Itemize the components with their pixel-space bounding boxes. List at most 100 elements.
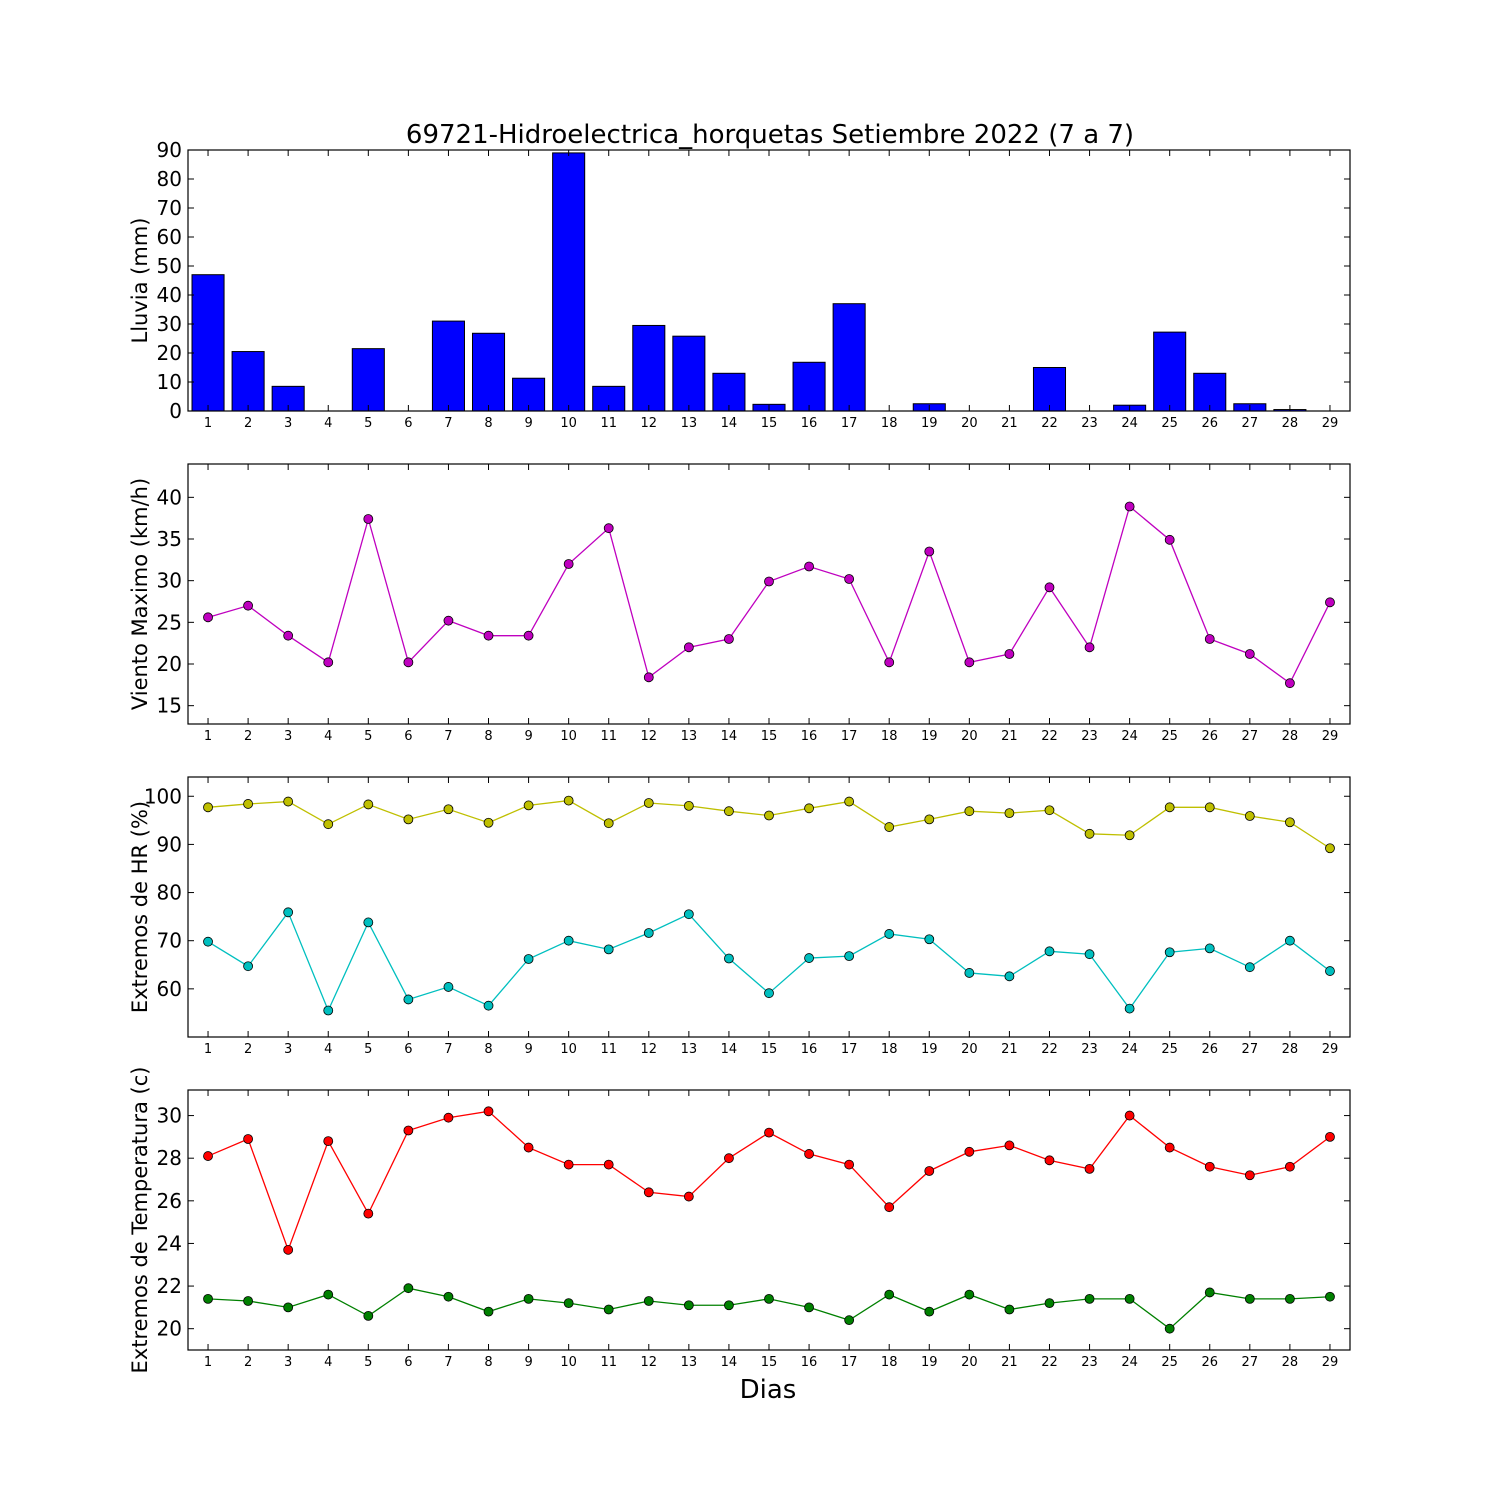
x-tick-label: 27 xyxy=(1242,1042,1259,1057)
temperatura-series-1-point xyxy=(1084,1163,1095,1174)
x-tick-label: 16 xyxy=(801,1355,818,1370)
hr-series-2-point xyxy=(1084,949,1095,960)
hr-series-1-point xyxy=(243,799,254,809)
x-tick-label: 6 xyxy=(404,416,412,431)
x-tick-label: 12 xyxy=(641,416,658,431)
temperatura-series-2-point xyxy=(1285,1293,1295,1304)
lluvia-bar xyxy=(191,274,225,412)
viento-series-1-point xyxy=(844,574,855,584)
x-tick-label: 11 xyxy=(600,1355,617,1370)
viento-series-1-point xyxy=(804,561,814,572)
hr-series-2-point xyxy=(724,953,734,964)
viento-series-1-point xyxy=(1325,597,1335,608)
hr-series-2-point xyxy=(283,907,294,918)
x-tick-label: 18 xyxy=(881,416,898,431)
x-tick-label: 25 xyxy=(1161,729,1178,744)
x-tick-label: 11 xyxy=(600,729,617,744)
y-tick-label: 100 xyxy=(144,784,182,808)
temperatura-series-2-point xyxy=(1244,1293,1255,1304)
x-tick-label: 19 xyxy=(921,1042,938,1057)
temperatura-series-1-point xyxy=(1285,1161,1295,1172)
viento-series-1-point xyxy=(1004,649,1015,659)
viento-series-1-point xyxy=(924,546,935,557)
x-tick-label: 26 xyxy=(1201,1355,1218,1370)
x-tick-label: 24 xyxy=(1121,416,1138,431)
x-tick-label: 8 xyxy=(484,1355,492,1370)
hr-series-2-point xyxy=(884,929,895,939)
viento-series-1-point xyxy=(403,657,414,668)
temperatura-series-1-point xyxy=(1325,1131,1335,1142)
hr-series-1-point xyxy=(804,803,814,814)
y-tick-label: 90 xyxy=(157,832,182,856)
viento-series-1-point xyxy=(1164,534,1175,545)
viento-series-1-point xyxy=(363,514,374,524)
temperatura-series-1-point xyxy=(1204,1161,1215,1172)
x-tick-label: 6 xyxy=(404,1042,412,1057)
x-tick-label: 15 xyxy=(761,416,778,431)
temperatura-series-1-point xyxy=(403,1125,414,1136)
x-tick-label: 21 xyxy=(1001,416,1018,431)
x-tick-label: 21 xyxy=(1001,1042,1018,1057)
y-tick-label: 25 xyxy=(157,610,182,634)
x-tick-label: 13 xyxy=(681,1042,698,1057)
x-tick-label: 2 xyxy=(244,1355,252,1370)
x-tick-label: 18 xyxy=(881,1355,898,1370)
y-tick-label: 15 xyxy=(157,694,182,718)
x-tick-label: 17 xyxy=(841,416,858,431)
viento-series-1-point xyxy=(683,642,694,653)
viento-series-1-point xyxy=(643,672,654,683)
hr-series-1-point xyxy=(1044,805,1055,816)
x-tick-label: 2 xyxy=(244,729,252,744)
viento-series-1-point xyxy=(323,657,334,668)
lluvia-bar xyxy=(832,303,866,412)
temperatura-series-1-point xyxy=(363,1208,374,1219)
y-tick-label: 70 xyxy=(157,196,182,220)
x-tick-label: 15 xyxy=(761,1355,778,1370)
viento-series-1-point xyxy=(1204,634,1215,644)
temperatura-series-1-point xyxy=(1124,1110,1135,1121)
x-tick-label: 26 xyxy=(1201,729,1218,744)
x-tick-label: 21 xyxy=(1001,729,1018,744)
temperatura-series-2-point xyxy=(724,1300,734,1311)
hr-series-1-point xyxy=(483,817,494,828)
temperatura-series-1-point xyxy=(643,1187,654,1198)
x-tick-label: 28 xyxy=(1282,416,1299,431)
hr-series-2-point xyxy=(1124,1003,1135,1014)
x-tick-label: 12 xyxy=(641,1355,658,1370)
hr-series-2-point xyxy=(1325,966,1335,976)
x-tick-label: 19 xyxy=(921,416,938,431)
temperatura-series-1-point xyxy=(1164,1142,1175,1153)
x-tick-label: 23 xyxy=(1081,416,1098,431)
hr-series-1-point xyxy=(1244,811,1255,821)
x-tick-label: 4 xyxy=(324,729,332,744)
temperatura-series-1-point xyxy=(683,1191,694,1202)
hr-series-2-point xyxy=(1044,946,1055,957)
x-tick-label: 15 xyxy=(761,1042,778,1057)
x-tick-label: 24 xyxy=(1121,1355,1138,1370)
hr-series-2-point xyxy=(1285,935,1295,946)
x-tick-label: 22 xyxy=(1041,416,1058,431)
x-tick-label: 4 xyxy=(324,1355,332,1370)
hr-series-2-point xyxy=(844,951,855,962)
x-tick-label: 18 xyxy=(881,729,898,744)
x-tick-label: 29 xyxy=(1322,416,1339,431)
hr-series-2-point xyxy=(603,944,614,955)
temperatura-series-1-point xyxy=(563,1159,574,1170)
x-tick-label: 8 xyxy=(484,729,492,744)
temperatura-series-1-point xyxy=(764,1127,774,1138)
temperatura-series-2-point xyxy=(643,1296,654,1306)
x-tick-label: 13 xyxy=(681,1355,698,1370)
hr-series-1-point xyxy=(323,819,334,830)
x-tick-label: 17 xyxy=(841,1355,858,1370)
y-axis-label: Extremos de Temperatura (c) xyxy=(128,1067,152,1374)
x-tick-label: 9 xyxy=(524,729,532,744)
hr-series-1-point xyxy=(1164,802,1175,813)
x-axis-label: Dias xyxy=(740,1375,797,1405)
viento-series-1-point xyxy=(483,630,494,641)
viento-series-1-point xyxy=(603,523,614,534)
x-tick-label: 14 xyxy=(721,729,738,744)
temperatura-series-2-point xyxy=(804,1302,814,1313)
x-tick-label: 8 xyxy=(484,416,492,431)
